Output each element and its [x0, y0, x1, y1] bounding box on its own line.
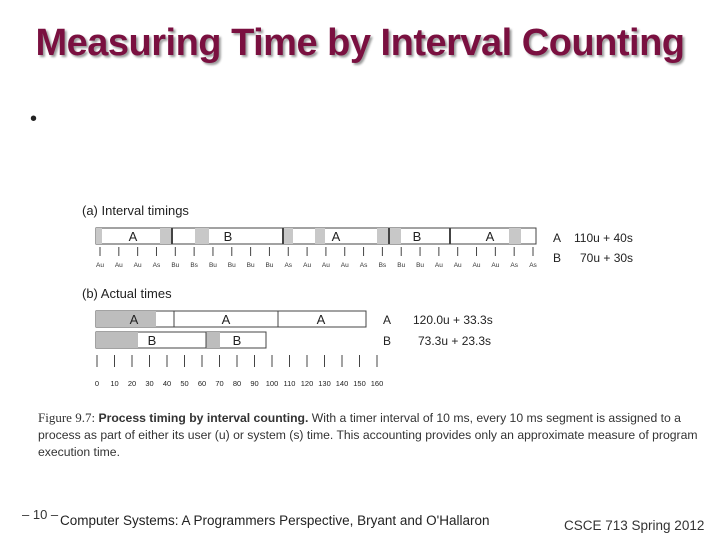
segment-label-a: A [486, 229, 495, 244]
interval-tick-label: Bu [265, 262, 273, 269]
time-axis-label: 40 [163, 379, 171, 388]
shade-segment [509, 228, 521, 244]
actual-bar-b: B B [95, 331, 267, 349]
interval-tick-label: As [529, 262, 537, 269]
shade-segment [389, 228, 401, 244]
segment-label-b: B [224, 229, 233, 244]
bullet-point: • [30, 108, 38, 130]
time-axis-label: 0 [95, 379, 99, 388]
actual-a-seg-3: A [317, 312, 326, 327]
actual-b-seg-1: B [148, 333, 157, 348]
caption-bold-text: Process timing by interval counting. [98, 411, 309, 425]
actual-a-seg-2: A [222, 312, 231, 327]
interval-tick-label: Au [303, 262, 311, 269]
shade-segment [315, 228, 325, 244]
actual-process-a: A [383, 313, 391, 327]
time-axis-label: 20 [128, 379, 136, 388]
shade-segment [96, 228, 102, 244]
time-axis-label: 90 [250, 379, 258, 388]
shade-segment [160, 228, 172, 244]
interval-tick-label: As [153, 262, 161, 269]
shade-segment [195, 228, 209, 244]
interval-tick-label: Au [454, 262, 462, 269]
slide-title: Measuring Time by Interval Counting [35, 22, 685, 64]
interval-ticks: Au Au Au As Bu Bs Bu Bu Bu Bu As Au Au Au As Bs Bu Bu Au Au… [96, 247, 538, 269]
shade-segment [96, 311, 156, 327]
caption-body: With a timer interval of 10 ms, every 10… [38, 411, 698, 459]
time-axis-label: 140 [336, 379, 349, 388]
segment-label-a: A [332, 229, 341, 244]
figure-caption: Figure 9.7: Process timing by interval c… [38, 409, 698, 461]
interval-tick-label: Bu [247, 262, 255, 269]
time-axis-label: 60 [198, 379, 206, 388]
actual-b-seg-2: B [233, 333, 242, 348]
actual-bar-a: A A A [95, 310, 367, 328]
interval-tick-label: As [284, 262, 292, 269]
actual-value-a: 120.0u + 33.3s [413, 313, 493, 327]
interval-bar: A B A B A [95, 227, 537, 245]
interval-tick-label: Bu [416, 262, 424, 269]
time-axis-label: 100 [266, 379, 279, 388]
interval-tick-label: Bs [379, 262, 387, 269]
time-axis: 0 10 20 30 40 50 60 70 80 90 100 110 120 130 140 150 160 [95, 355, 383, 388]
time-axis-label: 70 [215, 379, 223, 388]
interval-tick-label: Au [134, 262, 142, 269]
interval-tick-label: Au [96, 262, 104, 269]
shade-segment [377, 228, 389, 244]
result-process-a: A [553, 231, 561, 245]
time-axis-label: 150 [353, 379, 366, 388]
interval-tick-label: As [510, 262, 518, 269]
time-axis-label: 50 [180, 379, 188, 388]
interval-tick-label: Bu [209, 262, 217, 269]
shade-segment [283, 228, 293, 244]
shade-segment [96, 332, 138, 348]
segment-label-a: A [129, 229, 138, 244]
interval-tick-label: Au [435, 262, 443, 269]
interval-tick-label: Au [491, 262, 499, 269]
segment-label-b: B [413, 229, 422, 244]
caption-figure-label: Figure 9.7: [38, 410, 96, 425]
time-axis-label: 160 [371, 379, 384, 388]
slide-number: – 10 – [22, 507, 59, 522]
time-axis-label: 120 [301, 379, 314, 388]
interval-timing-figure: (a) Interval timings A B A B A Au Au Au As B… [82, 203, 633, 388]
course-label: CSCE 713 Spring 2012 [564, 518, 705, 533]
time-axis-label: 80 [233, 379, 241, 388]
part-a-label: (a) Interval timings [82, 203, 189, 218]
interval-tick-label: Bu [228, 262, 236, 269]
footer-citation: Computer Systems: A Programmers Perspect… [60, 513, 490, 528]
result-process-b: B [553, 251, 561, 265]
part-b-label: (b) Actual times [82, 286, 172, 301]
time-axis-label: 110 [284, 379, 296, 388]
time-axis-label: 30 [145, 379, 153, 388]
actual-a-seg-1: A [130, 312, 139, 327]
result-value-a: 110u + 40s [574, 231, 633, 245]
interval-tick-label: As [360, 262, 368, 269]
interval-tick-label: Au [322, 262, 330, 269]
interval-tick-label: Bs [190, 262, 198, 269]
time-axis-label: 10 [110, 379, 118, 388]
interval-tick-label: Au [341, 262, 349, 269]
interval-tick-label: Au [473, 262, 481, 269]
result-value-b: 70u + 30s [580, 251, 633, 265]
time-axis-label: 130 [318, 379, 331, 388]
interval-tick-label: Bu [397, 262, 405, 269]
actual-process-b: B [383, 334, 391, 348]
shade-segment [206, 332, 220, 348]
actual-value-b: 73.3u + 23.3s [418, 334, 491, 348]
interval-tick-label: Bu [171, 262, 179, 269]
interval-tick-label: Au [115, 262, 123, 269]
